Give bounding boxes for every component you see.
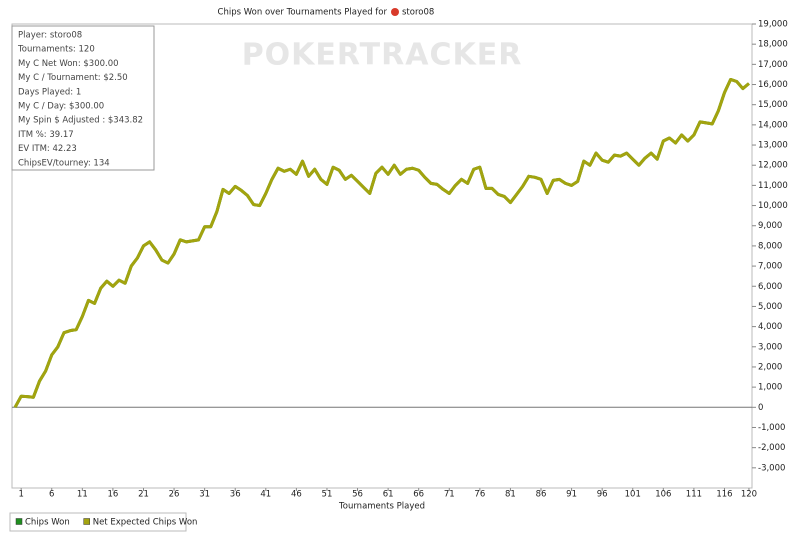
x-tick-label: 1 [18,490,23,500]
y-tick-label: 19,000 [758,20,788,30]
x-tick-label: 120 [741,490,757,500]
x-tick-label: 16 [107,490,118,500]
info-frame [11,25,155,171]
x-tick-label: 101 [625,490,641,500]
info-line: My C Net Won: $300.00 [18,59,119,69]
x-tick-label: 66 [413,490,424,500]
info-line: My C / Tournament: $2.50 [18,73,128,83]
watermark: POKERTRACKER [242,38,523,73]
y-tick-label: 12,000 [758,161,788,171]
x-tick-label: 96 [597,490,608,500]
y-tick-label: 10,000 [758,201,788,211]
x-axis-label: Tournaments Played [338,502,425,512]
x-tick-label: 61 [383,490,394,500]
y-tick-label: 7,000 [758,262,782,272]
x-tick-label: 116 [716,490,732,500]
x-tick-label: 46 [291,490,302,500]
info-line: My Spin $ Adjusted : $343.82 [18,116,143,126]
y-tick-label: 2,000 [758,362,782,372]
x-tick-label: 81 [505,490,516,500]
plot [12,23,756,491]
y-tick-label: 16,000 [758,80,788,90]
y-tick-label: 9,000 [758,221,782,231]
y-tick-label: 18,000 [758,40,788,50]
y-tick-label: -3,000 [758,463,785,473]
info-line: My C / Day: $300.00 [18,102,104,112]
x-tick-label: 51 [322,490,333,500]
info-box: Player: storo08 Tournaments: 120 My C Net … [11,25,155,171]
x-tick-label: 26 [169,490,180,500]
legend-label: Chips Won [25,518,70,528]
x-tick-label: 76 [474,490,485,500]
y-tick-label: 1,000 [758,383,782,393]
plot-frame [11,23,753,489]
player-name: storo08 [402,8,434,18]
chart-title: Chips Won over Tournaments Played for [218,8,388,18]
y-tick-label: 14,000 [758,120,788,130]
x-tick-label: 91 [566,490,577,500]
y-tick-label: 8,000 [758,241,782,251]
x-tick-label: 106 [655,490,671,500]
y-tick-label: 11,000 [758,181,788,191]
y-tick-label: -1,000 [758,423,785,433]
x-tick-label: 21 [138,490,149,500]
y-tick-label: 17,000 [758,60,788,70]
x-tick-label: 36 [230,490,241,500]
y-tick-label: 6,000 [758,282,782,292]
info-line: EV ITM: 42.23 [18,144,77,154]
legend [9,512,187,532]
y-tick-label: 4,000 [758,322,782,332]
info-line: ITM %: 39.17 [18,130,74,140]
series-line [13,77,750,409]
x-tick-label: 86 [536,490,547,500]
player-icon [391,8,399,16]
y-tick-label: 0 [758,403,763,413]
legend-marker [15,518,23,525]
info-line: Days Played: 1 [18,87,81,97]
legend-items: Chips Won Net Expected Chips Won [15,518,198,528]
y-tick-label: 3,000 [758,342,782,352]
x-tick-label: 6 [49,490,54,500]
info-line: ChipsEV/tourney: 134 [18,158,110,168]
info-line: Tournaments: 120 [17,45,95,55]
y-tick-label: 13,000 [758,141,788,151]
legend-label: Net Expected Chips Won [93,518,198,528]
x-tick-label: 71 [444,490,455,500]
x-tick-label: 56 [352,490,363,500]
y-tick-label: 15,000 [758,100,788,110]
x-tick-label: 111 [686,490,702,500]
x-tick-label: 41 [260,490,271,500]
info-line: Player: storo08 [18,31,82,41]
legend-marker [83,518,90,525]
y-tick-label: -2,000 [758,443,785,453]
x-tick-label: 31 [199,490,210,500]
x-tick-label: 11 [77,490,88,500]
y-tick-label: 5,000 [758,302,782,312]
